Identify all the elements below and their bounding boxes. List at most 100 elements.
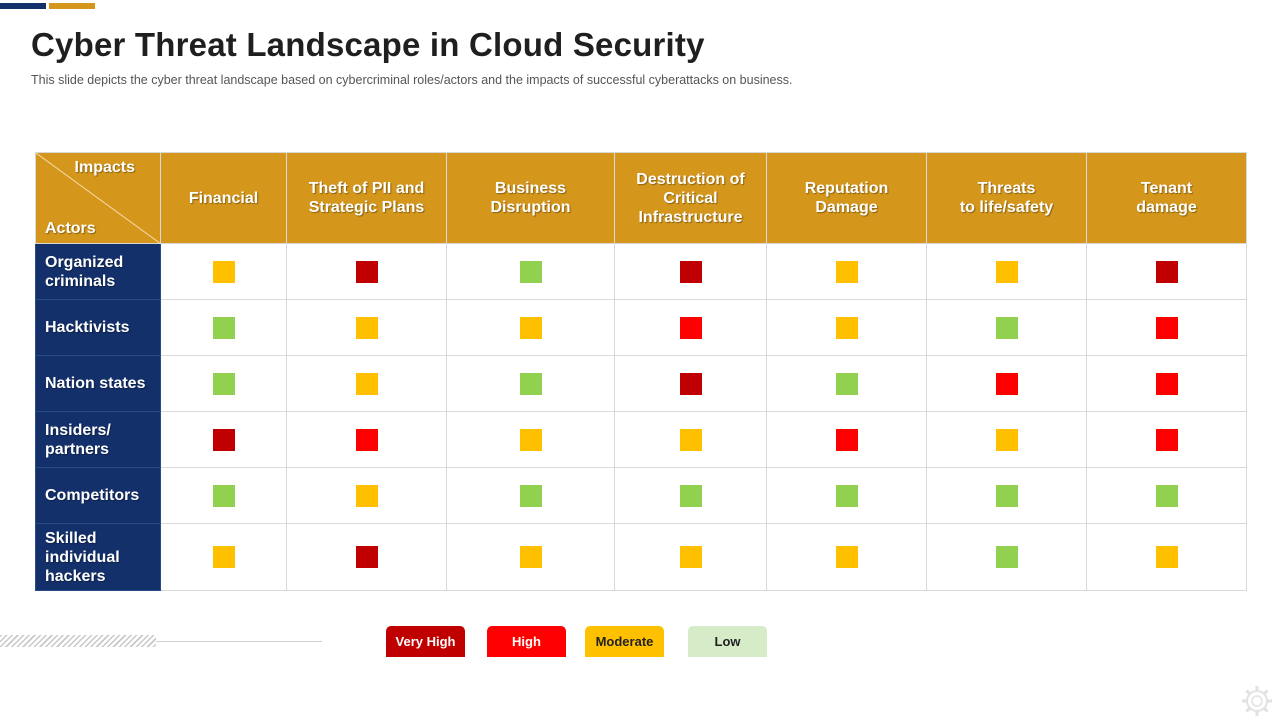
column-header-line: Infrastructure xyxy=(638,208,743,226)
matrix-body: Organized criminals Hacktivists Nation stat… xyxy=(35,243,1247,591)
table-row: Insiders/partners xyxy=(35,411,1247,468)
impact-level-moderate xyxy=(355,372,378,395)
impact-cell xyxy=(926,467,1087,524)
impact-level-very-high xyxy=(679,260,702,283)
impact-level-very-high xyxy=(212,428,235,451)
row-header-line: Insiders/ xyxy=(45,421,111,439)
table-row: Skilled individual hackers xyxy=(35,523,1247,591)
column-header: Business Disruption xyxy=(446,152,615,244)
impact-level-moderate xyxy=(679,546,702,568)
impact-cell xyxy=(1086,467,1247,524)
row-header-line: Nation states xyxy=(45,375,146,392)
gear-icon xyxy=(1242,686,1272,716)
row-header-line: Hacktivists xyxy=(45,319,130,336)
impact-level-low xyxy=(835,484,858,507)
column-header-line: Destruction of xyxy=(636,170,745,188)
impact-level-low xyxy=(519,484,542,507)
impact-cell xyxy=(446,411,615,468)
impact-cell xyxy=(286,299,447,356)
impact-cell xyxy=(766,467,927,524)
row-header-actor: Organized criminals xyxy=(35,243,161,300)
column-header-line: Damage xyxy=(815,199,878,216)
column-header-line: Disruption xyxy=(490,199,571,216)
row-header-line: Organized xyxy=(45,253,124,271)
impact-level-moderate xyxy=(835,546,858,568)
row-header-actor: Competitors xyxy=(35,467,161,524)
impact-cell xyxy=(446,467,615,524)
impact-cell xyxy=(614,523,767,591)
impact-level-low xyxy=(519,372,542,395)
impact-cell xyxy=(1086,411,1247,468)
corner-diagonal xyxy=(36,153,161,244)
impact-level-moderate xyxy=(355,316,378,339)
table-row: Hacktivists xyxy=(35,299,1247,356)
page-subtitle: This slide depicts the cyber threat land… xyxy=(31,73,793,87)
impact-level-low xyxy=(212,316,235,339)
header-row: Impacts Actors Financial Theft of PII and… xyxy=(35,152,1247,244)
impact-cell xyxy=(614,411,767,468)
impact-cell xyxy=(160,467,287,524)
impact-level-very-high xyxy=(355,260,378,283)
legend-moderate: Moderate xyxy=(585,626,664,657)
impact-level-low xyxy=(995,546,1018,568)
row-header-actor: Hacktivists xyxy=(35,299,161,356)
accent-bar-gold xyxy=(49,3,95,9)
impact-level-very-high xyxy=(355,546,378,568)
corner-impacts-label: Impacts xyxy=(74,159,135,176)
corner-actors-label: Actors xyxy=(45,220,96,237)
row-header-line: Skilled xyxy=(45,529,97,547)
column-header: Reputation Damage xyxy=(766,152,927,244)
impact-cell xyxy=(766,411,927,468)
row-header-actor: Nation states xyxy=(35,355,161,412)
impact-level-high xyxy=(679,316,702,339)
impact-cell xyxy=(446,243,615,300)
impact-cell xyxy=(926,355,1087,412)
impact-cell xyxy=(286,467,447,524)
impact-level-low xyxy=(995,484,1018,507)
column-header: Destruction of Critical Infrastructure xyxy=(614,152,767,244)
impact-level-low xyxy=(995,316,1018,339)
impact-level-moderate xyxy=(835,316,858,339)
impact-level-low xyxy=(212,484,235,507)
impact-cell xyxy=(926,523,1087,591)
impact-cell xyxy=(1086,523,1247,591)
impact-level-high xyxy=(995,372,1018,395)
decorative-line xyxy=(156,641,322,642)
table-row: Competitors xyxy=(35,467,1247,524)
impact-level-low xyxy=(679,484,702,507)
impact-level-moderate xyxy=(835,260,858,283)
impact-cell xyxy=(286,243,447,300)
column-header: Tenant damage xyxy=(1086,152,1247,244)
row-header-line: partners xyxy=(45,440,110,458)
impact-level-moderate xyxy=(212,546,235,568)
column-header-line: Tenant xyxy=(1140,180,1193,197)
legend-very-high: Very High xyxy=(386,626,465,657)
row-header-line: individual xyxy=(45,548,120,566)
impact-cell xyxy=(446,299,615,356)
impact-cell xyxy=(446,355,615,412)
column-header-line: Strategic Plans xyxy=(308,199,425,216)
impact-cell xyxy=(614,467,767,524)
impact-cell xyxy=(160,523,287,591)
impact-cell xyxy=(286,523,447,591)
impact-level-high xyxy=(835,428,858,451)
impact-cell xyxy=(926,299,1087,356)
row-header-line: hackers xyxy=(45,567,106,585)
impact-cell xyxy=(926,411,1087,468)
column-header: Theft of PII and Strategic Plans xyxy=(286,152,447,244)
impact-cell xyxy=(766,523,927,591)
impact-cell xyxy=(766,355,927,412)
impact-level-moderate xyxy=(679,428,702,451)
column-header-line: damage xyxy=(1136,199,1197,216)
column-header-line: Critical xyxy=(663,189,718,207)
impact-cell xyxy=(286,411,447,468)
table-row: Organized criminals xyxy=(35,243,1247,300)
impact-cell xyxy=(614,299,767,356)
impact-level-low xyxy=(519,260,542,283)
impact-level-moderate xyxy=(519,428,542,451)
column-header: Threats to life/safety xyxy=(926,152,1087,244)
impact-cell xyxy=(614,243,767,300)
legend-high: High xyxy=(487,626,566,657)
impact-level-low xyxy=(212,372,235,395)
impact-cell xyxy=(286,355,447,412)
